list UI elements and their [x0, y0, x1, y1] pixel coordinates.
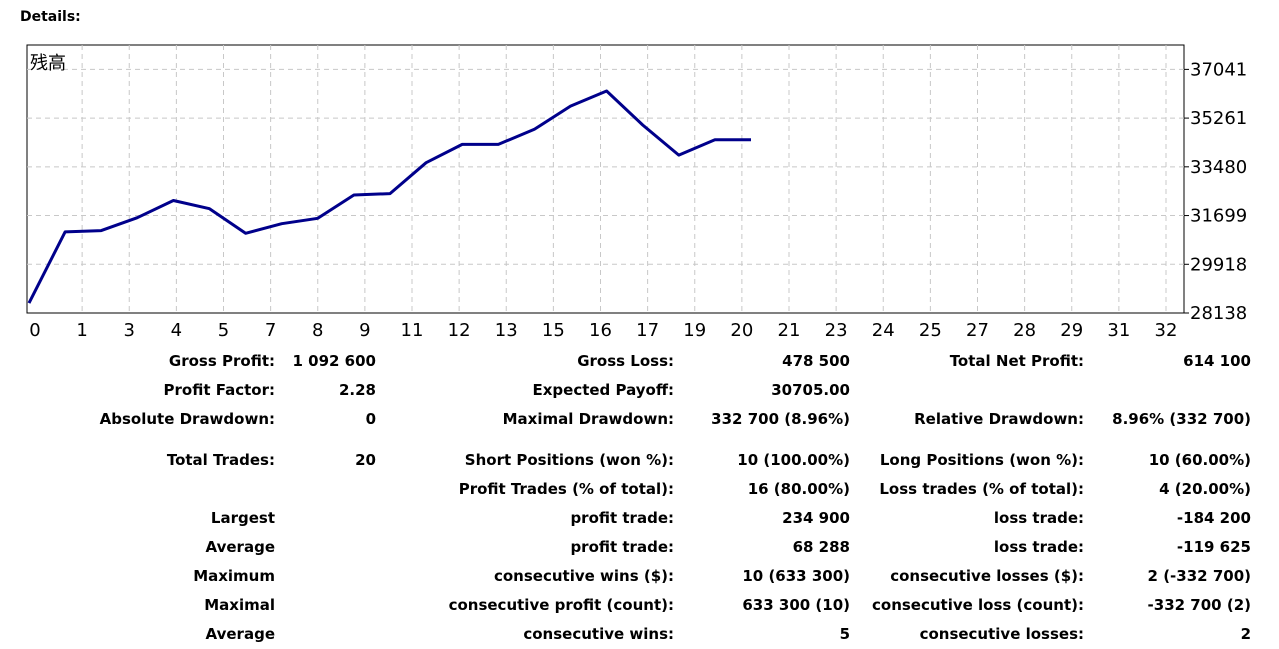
loss-trades-value: 4 (20.00%)	[1159, 480, 1251, 498]
profit-factor-label: Profit Factor:	[163, 381, 275, 399]
profit-trades-label: Profit Trades (% of total):	[458, 480, 674, 498]
gross-profit-value: 1 092 600	[292, 352, 376, 370]
y-tick-label: 35261	[1190, 108, 1247, 129]
short-positions-value: 10 (100.00%)	[737, 451, 850, 469]
max-consec-wins-label: consecutive wins ($):	[493, 567, 674, 585]
x-tick-label: 21	[778, 320, 801, 340]
gross-loss-value: 478 500	[782, 352, 850, 370]
average-profit-label: profit trade:	[570, 538, 674, 556]
x-tick-label: 24	[872, 320, 895, 340]
x-axis-ticks: 0 1 3 4 5 7 8 9 11 12 13 15 16 17 19 20 21 23 24 25 27 28 29 31…	[29, 320, 1177, 340]
x-tick-label: 31	[1107, 320, 1130, 340]
loss-trades-label: Loss trades (% of total):	[879, 480, 1084, 498]
y-tick-label: 29918	[1190, 254, 1247, 275]
expected-payoff-label: Expected Payoff:	[532, 381, 674, 399]
average-loss-value: -119 625	[1176, 538, 1251, 556]
relative-drawdown-label: Relative Drawdown:	[914, 410, 1084, 428]
maximal-label: Maximal	[204, 596, 275, 614]
max-consec-wins-value: 10 (633 300)	[742, 567, 850, 585]
largest-loss-value: -184 200	[1176, 509, 1251, 527]
average-profit-value: 68 288	[792, 538, 850, 556]
total-net-profit-label: Total Net Profit:	[949, 352, 1084, 370]
absolute-drawdown-label: Absolute Drawdown:	[99, 410, 275, 428]
maximum-label: Maximum	[193, 567, 275, 585]
maximal-consec-loss-label: consecutive loss (count):	[872, 596, 1084, 614]
average-loss-label: loss trade:	[993, 538, 1084, 556]
long-positions-label: Long Positions (won %):	[879, 451, 1084, 469]
chart-title: 残高	[30, 53, 66, 74]
gross-loss-label: Gross Loss:	[577, 352, 674, 370]
maximal-consec-loss-value: -332 700 (2)	[1147, 596, 1251, 614]
profit-factor-value: 2.28	[338, 381, 376, 399]
x-tick-label: 19	[683, 320, 706, 340]
avg-consec-losses-value: 2	[1240, 625, 1251, 643]
x-tick-label: 20	[730, 320, 753, 340]
avg-consec-wins-label: consecutive wins:	[523, 625, 674, 643]
largest-profit-label: profit trade:	[570, 509, 674, 527]
total-net-profit-value: 614 100	[1183, 352, 1251, 370]
x-tick-label: 27	[966, 320, 989, 340]
x-tick-label: 15	[542, 320, 565, 340]
details-heading: Details:	[20, 9, 81, 25]
y-tick-label: 31699	[1190, 206, 1247, 227]
x-tick-label: 17	[636, 320, 659, 340]
long-positions-value: 10 (60.00%)	[1148, 451, 1251, 469]
absolute-drawdown-value: 0	[365, 410, 376, 428]
short-positions-label: Short Positions (won %):	[464, 451, 674, 469]
x-tick-label: 16	[589, 320, 612, 340]
average-label: Average	[205, 538, 275, 556]
largest-loss-label: loss trade:	[993, 509, 1084, 527]
max-consec-losses-label: consecutive losses ($):	[890, 567, 1084, 585]
x-tick-label: 28	[1013, 320, 1036, 340]
y-axis-ticks: 37041 35261 33480 31699 29918 28138	[1184, 59, 1247, 324]
x-tick-label: 1	[76, 320, 87, 340]
maximal-consec-profit-label: consecutive profit (count):	[448, 596, 674, 614]
x-tick-label: 23	[825, 320, 848, 340]
x-tick-label: 25	[919, 320, 942, 340]
x-tick-label: 7	[265, 320, 276, 340]
y-tick-label: 28138	[1190, 303, 1247, 324]
x-tick-label: 9	[359, 320, 370, 340]
plot-frame	[26, 44, 1185, 314]
x-tick-label: 32	[1155, 320, 1178, 340]
largest-profit-value: 234 900	[782, 509, 850, 527]
gross-profit-label: Gross Profit:	[168, 352, 275, 370]
average2-label: Average	[205, 625, 275, 643]
profit-trades-value: 16 (80.00%)	[747, 480, 850, 498]
maximal-drawdown-value: 332 700 (8.96%)	[711, 410, 850, 428]
x-tick-label: 29	[1060, 320, 1083, 340]
expected-payoff-value: 30705.00	[771, 381, 850, 399]
x-tick-label: 13	[495, 320, 518, 340]
x-tick-label: 5	[218, 320, 229, 340]
maximal-consec-profit-value: 633 300 (10)	[742, 596, 850, 614]
max-consec-losses-value: 2 (-332 700)	[1147, 567, 1251, 585]
relative-drawdown-value: 8.96% (332 700)	[1112, 410, 1251, 428]
total-trades-value: 20	[355, 451, 376, 469]
x-tick-label: 4	[171, 320, 182, 340]
avg-consec-losses-label: consecutive losses:	[919, 625, 1084, 643]
y-tick-label: 37041	[1190, 59, 1247, 80]
balance-line	[27, 89, 751, 304]
x-tick-label: 12	[448, 320, 471, 340]
x-tick-label: 0	[29, 320, 40, 340]
total-trades-label: Total Trades:	[166, 451, 275, 469]
x-tick-label: 3	[124, 320, 135, 340]
x-tick-label: 11	[401, 320, 424, 340]
y-tick-label: 33480	[1190, 157, 1247, 178]
maximal-drawdown-label: Maximal Drawdown:	[502, 410, 674, 428]
largest-label: Largest	[210, 509, 275, 527]
avg-consec-wins-value: 5	[839, 625, 850, 643]
x-tick-label: 8	[312, 320, 323, 340]
